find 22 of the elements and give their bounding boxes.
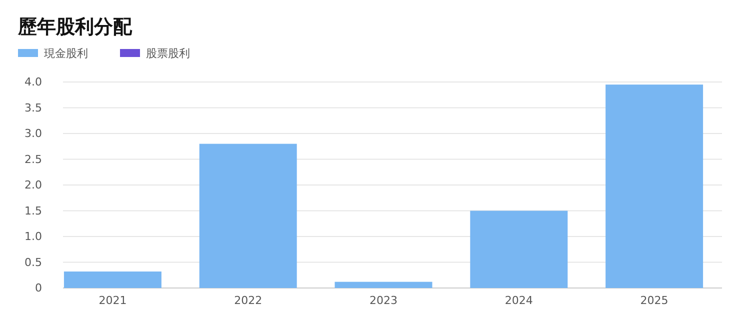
y-tick-label: 2.0 [24, 178, 42, 192]
bar [334, 282, 432, 288]
x-tick-label: 2022 [234, 294, 262, 307]
x-tick-label: 2023 [370, 294, 398, 307]
legend-label: 股票股利 [146, 47, 190, 60]
x-tick-label: 2021 [98, 294, 127, 307]
y-tick-label: 4.0 [24, 76, 42, 89]
x-tick-label: 2024 [504, 294, 533, 307]
y-tick-label: 3.5 [24, 101, 42, 114]
bar [199, 144, 297, 288]
y-tick-label: 2.5 [24, 152, 42, 166]
x-tick-label: 2025 [640, 294, 668, 307]
bar [606, 84, 704, 288]
bar [64, 272, 162, 288]
bar [470, 210, 568, 288]
y-tick-label: 1.5 [24, 204, 42, 218]
y-tick-label: 0 [35, 282, 42, 295]
legend-label: 現金股利 [44, 47, 88, 60]
y-tick-label: 1.0 [24, 230, 42, 244]
y-tick-label: 0.5 [24, 256, 42, 269]
y-tick-label: 3.0 [24, 127, 42, 140]
chart-title: 歷年股利分配 [17, 16, 133, 38]
